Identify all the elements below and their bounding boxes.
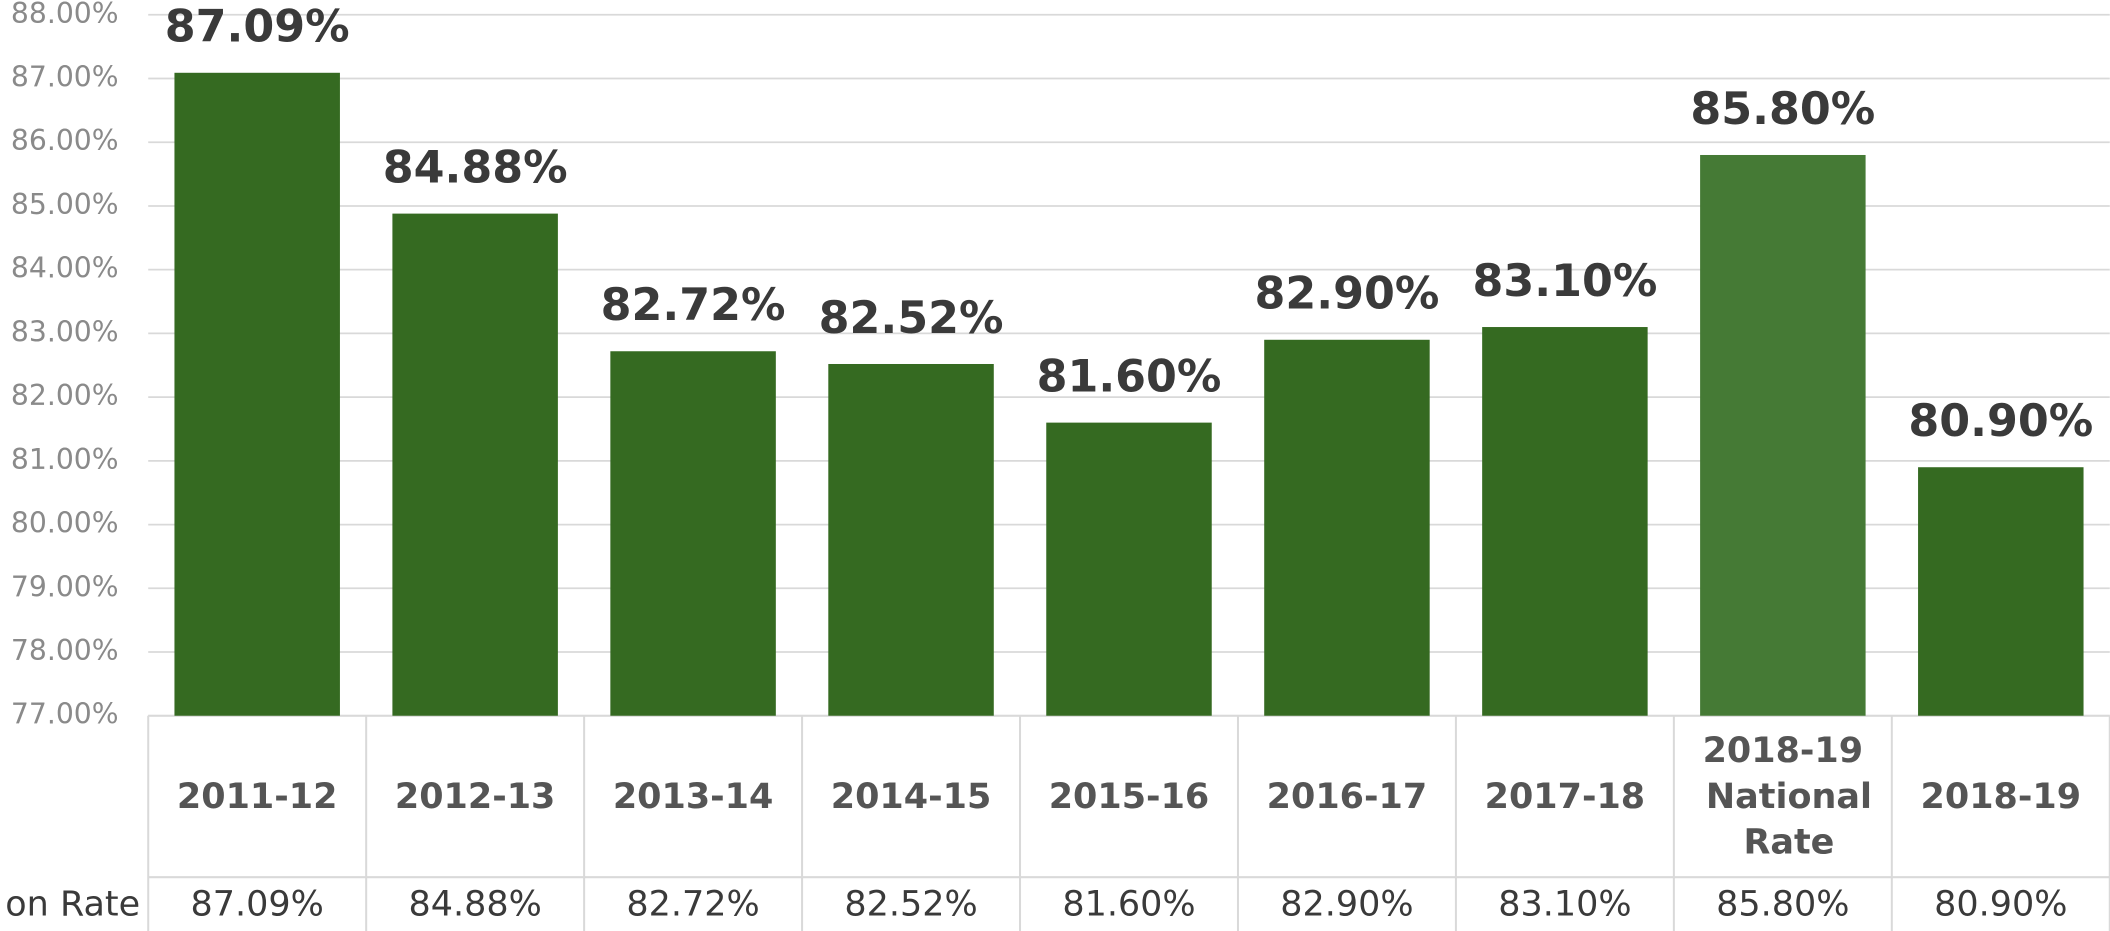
y-tick-label: 86.00% [11,124,119,157]
table-cell: 83.10% [1498,884,1631,924]
table-cell: 82.90% [1280,884,1413,924]
table-cell: 81.60% [1062,884,1195,924]
bar [828,363,994,716]
value-label: 81.60% [1037,352,1222,403]
x-tick-label: 2018-19 National Rate [1694,731,1872,862]
x-tick-label: 2014-15 [831,777,992,817]
bar [1264,339,1430,716]
table-cell: 85.80% [1716,884,1849,924]
bar [1700,154,1866,716]
value-label: 80.90% [1908,396,2093,447]
y-tick-label: 84.00% [11,252,119,285]
bar [1046,422,1212,716]
y-tick-label: 85.00% [11,188,119,221]
y-tick-label: 87.00% [11,61,119,94]
value-label: 82.72% [601,280,786,331]
bar [1482,327,1648,716]
x-tick-label: 2012-13 [395,777,556,817]
table-cell: 84.88% [408,884,541,924]
x-tick-label: 2015-16 [1049,777,1210,817]
table-cell: 82.72% [626,884,759,924]
x-tick-label: 2018-19 [1921,777,2082,817]
value-label: 87.09% [165,2,350,53]
bar [610,351,776,716]
y-tick-label: 82.00% [11,379,119,412]
table-cell: 82.52% [844,884,977,924]
x-tick-label: 2011-12 [177,777,338,817]
table-cell: 80.90% [1934,884,2067,924]
y-tick-label: 83.00% [11,315,119,348]
y-tick-label: 79.00% [11,570,119,603]
y-tick-label: 78.00% [11,634,119,667]
y-tick-label: 80.00% [11,507,119,540]
bar [1918,467,2084,716]
value-label: 83.10% [1472,256,1657,307]
x-tick-label: 2016-17 [1267,777,1428,817]
y-tick-label: 77.00% [11,698,119,731]
value-label: 82.90% [1255,269,1440,320]
y-tick-label: 81.00% [11,443,119,476]
x-tick-label: 2013-14 [613,777,774,817]
table-cell: 87.09% [191,884,324,924]
bar [392,213,558,716]
table-row-label: on Rate [5,884,140,924]
bar [174,72,340,716]
x-tick-label: 2017-18 [1485,777,1646,817]
value-label: 84.88% [383,143,568,194]
y-tick-label: 88.00% [11,0,119,30]
value-label: 82.52% [819,293,1004,344]
value-label: 85.80% [1690,84,1875,135]
